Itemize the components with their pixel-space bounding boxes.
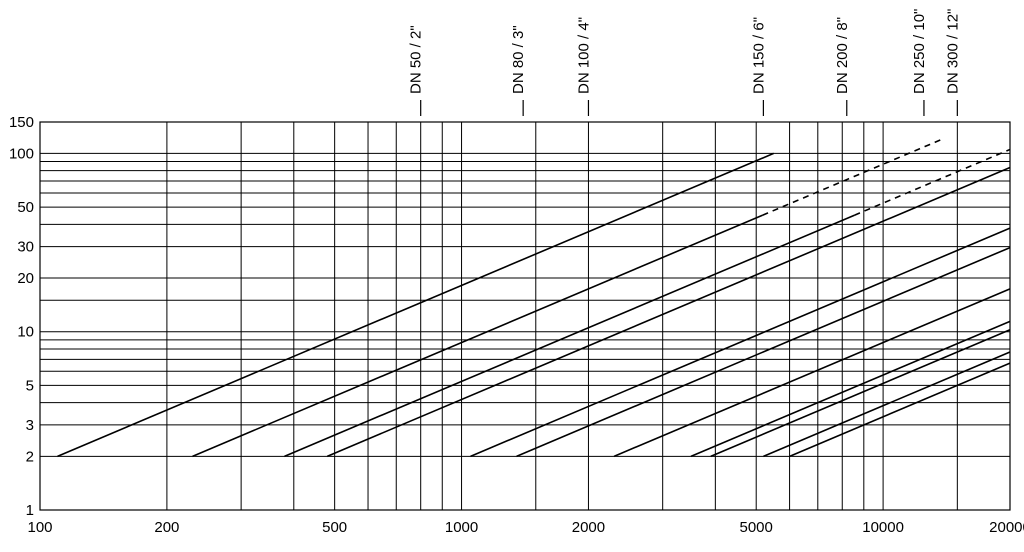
series-line — [691, 321, 1010, 456]
x-tick-label: 500 — [322, 519, 347, 536]
y-tick-label: 10 — [17, 324, 34, 341]
series-line — [614, 289, 1010, 456]
y-tick-label: 2 — [26, 448, 34, 465]
dn-label: DN 150 / 6" — [750, 17, 767, 94]
dn-label: DN 200 / 8" — [834, 17, 851, 94]
series-line — [763, 352, 1010, 456]
series-line — [57, 153, 773, 456]
series-group — [57, 139, 1010, 456]
dn-label: DN 80 / 3" — [510, 25, 527, 94]
y-tick-label: 5 — [26, 377, 34, 394]
dn-label: DN 50 / 2" — [408, 25, 425, 94]
x-tick-label: 20000 — [989, 519, 1024, 536]
series-line-dashed — [854, 149, 1010, 215]
dn-label: DN 250 / 10" — [911, 9, 928, 94]
dn-label: DN 300 / 12" — [944, 9, 961, 94]
x-tick-label: 10000 — [862, 519, 904, 536]
y-tick-label: 50 — [17, 199, 34, 216]
x-tick-label: 5000 — [740, 519, 773, 536]
series-line — [192, 215, 762, 456]
loglog-chart: 100 200 500 1000 2000 5000 10000 20000 1 2 3 5 10 20 3… — [0, 0, 1024, 552]
x-tick-label: 100 — [27, 519, 52, 536]
y-tick-label: 3 — [26, 417, 34, 434]
dn-labels: DN 50 / 2" DN 80 / 3" DN 100 / 4" DN 150 / … — [408, 9, 962, 116]
series-line — [284, 215, 854, 456]
dn-label: DN 100 / 4" — [575, 17, 592, 94]
series-line — [327, 168, 1010, 457]
y-tick-label: 1 — [26, 502, 34, 519]
y-tick-label: 20 — [17, 270, 34, 287]
y-tick-label: 30 — [17, 239, 34, 256]
y-tick-label: 100 — [9, 145, 34, 162]
series-line — [470, 228, 1010, 456]
x-tick-label: 2000 — [572, 519, 605, 536]
chart-container: 100 200 500 1000 2000 5000 10000 20000 1 2 3 5 10 20 3… — [0, 0, 1024, 552]
y-tick-label: 150 — [9, 114, 34, 131]
x-tick-label: 1000 — [445, 519, 478, 536]
x-tick-label: 200 — [154, 519, 179, 536]
